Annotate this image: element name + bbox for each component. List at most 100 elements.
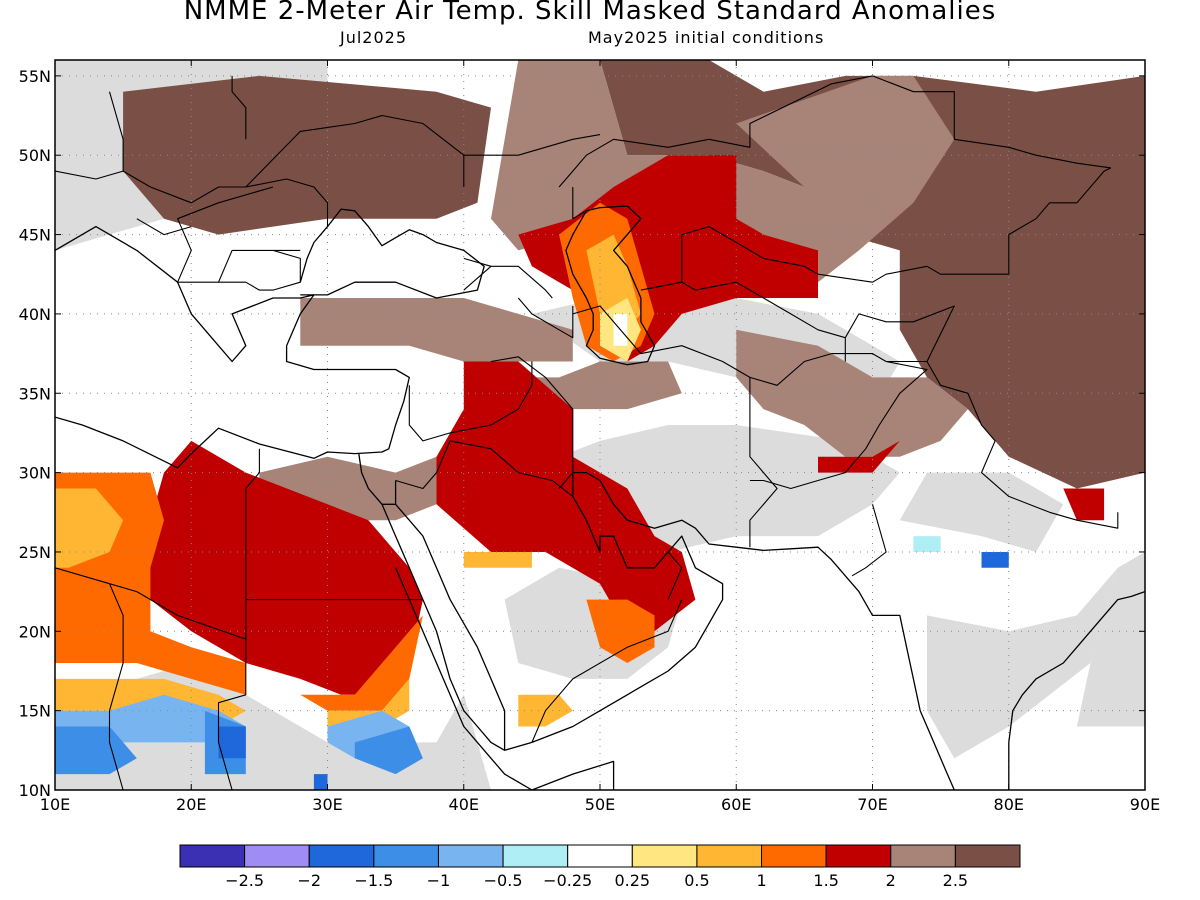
colorbar-label: 0.25 [614, 871, 650, 890]
lon-tick-label: 70E [857, 795, 887, 814]
border-line [667, 551, 683, 600]
colorbar-label: −0.5 [484, 871, 523, 890]
border-line [231, 75, 247, 140]
lat-tick-label: 35N [19, 384, 51, 403]
border-line [108, 583, 124, 790]
region-anom_0.5 [55, 488, 124, 568]
border-line [558, 75, 1111, 188]
colorbar-label: −2.5 [225, 871, 264, 890]
coastline [299, 208, 485, 299]
border-line [177, 186, 274, 283]
colorbar-label: −1.5 [354, 871, 393, 890]
border-line [463, 257, 492, 267]
lon-tick-label: 20E [176, 795, 206, 814]
border-line [449, 361, 533, 434]
colorbar-label: −2 [297, 871, 321, 890]
coastline [395, 503, 506, 751]
colorbar-box [502, 844, 569, 868]
region-anom_1.5 [136, 440, 423, 695]
target-month: Jul2025 [340, 28, 408, 47]
lon-tick-label: 90E [1130, 795, 1160, 814]
border-line [217, 631, 247, 790]
border-line [136, 218, 192, 236]
region-anom_0.5 [327, 678, 410, 727]
lat-tick-label: 55N [19, 67, 51, 86]
lat-tick-label: 10N [19, 781, 51, 800]
region-anom_-2 [313, 774, 328, 790]
region-anom_-2 [981, 552, 1009, 568]
lat-tick-label: 15N [19, 702, 51, 721]
border-line [749, 353, 928, 490]
region-anom_1.5 [1063, 488, 1105, 521]
border-line [681, 281, 846, 339]
lat-tick-label: 40N [19, 305, 51, 324]
region-anom_-2 [218, 726, 246, 759]
colorbar-box [761, 844, 827, 868]
region-anom_1.5 [436, 361, 696, 632]
colorbar-label: 1.5 [813, 871, 838, 890]
coastline [55, 225, 410, 469]
colorbar-box [373, 844, 439, 868]
border-line [408, 385, 451, 442]
region-anom_2.5 [600, 60, 1145, 489]
border-line [490, 356, 574, 489]
border-line [517, 297, 574, 339]
border-line [531, 646, 628, 743]
border-line [55, 170, 329, 227]
region-anom_1 [586, 599, 655, 663]
border-line [886, 360, 1119, 529]
lat-tick-label: 30N [19, 464, 51, 483]
lat-tick-label: 25N [19, 543, 51, 562]
colorbar-box [308, 844, 375, 868]
lon-tick-label: 10E [40, 795, 70, 814]
axis-ticks: 10E 20E 30E 40E 50E 60E 70E 80E 90E 10N 15N 20N 25N 3… [19, 60, 1160, 814]
border-line [217, 249, 301, 283]
border-line [627, 599, 683, 648]
region-anom_-0.5 [913, 536, 941, 552]
colorbar-label: 2.5 [943, 871, 968, 890]
country-borders [55, 75, 1119, 790]
lon-tick-label: 40E [449, 795, 479, 814]
colorbar-box [244, 844, 310, 868]
lon-tick-label: 30E [312, 795, 342, 814]
region-anom_1 [300, 615, 423, 711]
colorbar-label: 1 [756, 871, 766, 890]
region-anom_-1.5 [354, 726, 423, 775]
region-masked [899, 472, 1064, 552]
colorbar-box [567, 844, 633, 868]
lon-tick-label: 60E [721, 795, 751, 814]
border-line [108, 91, 124, 172]
lat-tick-label: 20N [19, 622, 51, 641]
coastline [1008, 590, 1145, 790]
region-masked [927, 567, 1118, 759]
border-line [449, 440, 574, 497]
colorbar-label: 2 [886, 871, 896, 890]
coastline [381, 471, 955, 790]
border-line [463, 134, 601, 156]
region-anom_2 [736, 329, 968, 457]
colorbar-box [179, 844, 246, 868]
border-line [395, 440, 451, 490]
colorbar-label: −1 [427, 871, 451, 890]
anomaly-regions [55, 60, 1145, 790]
colorbar-box [954, 844, 1021, 868]
border-line [851, 504, 887, 577]
region-masked [1076, 552, 1145, 727]
border-line [572, 187, 587, 220]
border-line [218, 249, 301, 291]
colorbar-label: 0.5 [684, 871, 709, 890]
colorbar-box [890, 844, 956, 868]
region-anom_-1.5 [55, 726, 137, 775]
region-anom_0.5 [463, 552, 532, 568]
coastline [358, 453, 383, 505]
border-line [640, 234, 683, 291]
lon-tick-label: 80E [994, 795, 1024, 814]
coastline [395, 567, 615, 790]
lat-tick-label: 45N [19, 226, 51, 245]
region-anom_2 [300, 298, 573, 362]
lat-tick-label: 50N [19, 146, 51, 165]
colorbar-box [696, 844, 763, 868]
map-title: NMME 2-Meter Air Temp. Skill Masked Stan… [183, 0, 997, 26]
colorbar: −2.5 −2 −1.5 −1 −0.5 −0.25 0.25 0.5 1 1.5 2 2.5 [179, 844, 1021, 890]
